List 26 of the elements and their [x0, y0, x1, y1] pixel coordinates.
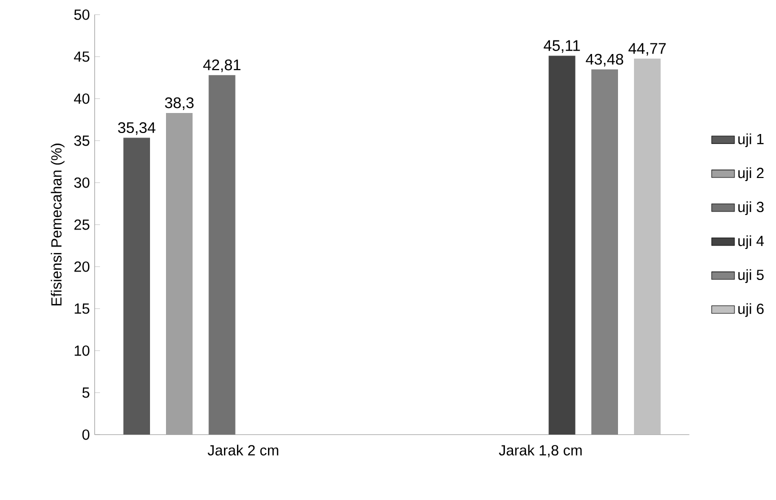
y-tick-label: 35 [74, 135, 90, 146]
y-tick-label: 20 [74, 261, 90, 272]
data-label: 38,3 [165, 97, 194, 110]
legend-label: uji 1 [738, 133, 764, 148]
legend-label: uji 4 [738, 235, 764, 249]
x-tick-label: Jarak 2 cm [208, 444, 278, 456]
data-label: 45,11 [544, 40, 580, 53]
y-tick-label: 40 [74, 93, 90, 104]
legend-label: uji 3 [738, 201, 764, 216]
y-tick-label: 15 [74, 304, 90, 314]
legend-label: uji 6 [738, 303, 764, 317]
legend-label: uji 2 [738, 167, 764, 182]
y-tick-label: 0 [82, 429, 90, 440]
data-label: 43,48 [586, 54, 624, 67]
y-tick-label: 45 [74, 52, 90, 62]
y-tick-label: 10 [74, 345, 90, 356]
y-axis-title: Efisiensi Pemecahan (%) [50, 144, 64, 306]
x-tick-label: Jarak 1,8 cm [498, 444, 582, 458]
data-label: 35,34 [118, 122, 156, 135]
legend-label: uji 5 [738, 269, 764, 283]
data-label: 44,77 [628, 43, 666, 56]
y-tick-label: 50 [74, 9, 90, 20]
y-tick-label: 30 [74, 177, 90, 188]
y-tick-label: 25 [74, 219, 90, 230]
data-label: 42,81 [203, 59, 240, 72]
y-tick-label: 5 [82, 388, 90, 398]
